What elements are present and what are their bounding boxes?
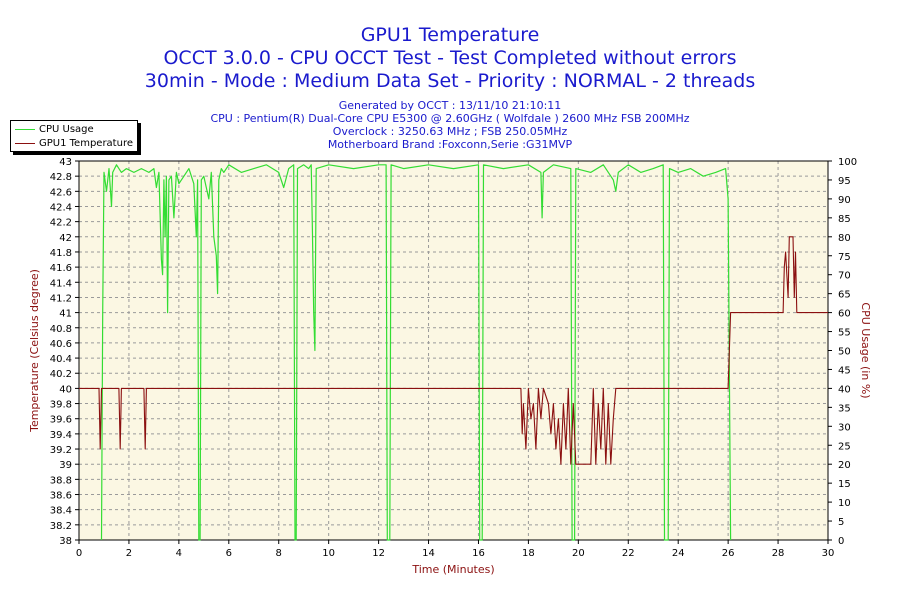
y-left-tick-label: 40.2	[50, 369, 72, 380]
y-right-tick-label: 65	[838, 290, 851, 301]
x-tick-label: 26	[722, 548, 735, 559]
y-left-tick-label: 39.2	[50, 445, 72, 456]
y-right-axis-label: CPU Usage (in %)	[859, 302, 872, 398]
y-right-tick-label: 70	[838, 271, 851, 282]
x-tick-label: 4	[176, 548, 182, 559]
x-tick-label: 8	[276, 548, 282, 559]
y-right-tick-label: 85	[838, 214, 851, 225]
plot-area	[79, 161, 828, 540]
y-right-tick-label: 55	[838, 328, 851, 339]
y-right-tick-label: 60	[838, 309, 851, 320]
x-tick-label: 24	[672, 548, 685, 559]
y-left-tick-label: 40.8	[50, 324, 72, 335]
y-right-tick-label: 45	[838, 365, 851, 376]
series-line-cpu-usage	[100, 164, 732, 541]
x-tick-label: 2	[126, 548, 132, 559]
overclock-info: Overclock : 3250.63 MHz ; FSB 250.05MHz	[332, 125, 568, 138]
y-left-tick-label: 41	[59, 309, 72, 320]
x-tick-label: 0	[76, 548, 82, 559]
y-left-tick-label: 38.4	[50, 506, 72, 517]
x-tick-label: 22	[622, 548, 635, 559]
y-left-tick-label: 39	[59, 460, 72, 471]
y-right-tick-label: 35	[838, 403, 851, 414]
y-right-tick-label: 95	[838, 176, 851, 187]
y-left-tick-label: 42	[59, 233, 72, 244]
y-right-tick-label: 10	[838, 498, 851, 509]
chart-legend: CPU Usage GPU1 Temperature	[10, 120, 138, 152]
x-tick-label: 10	[322, 548, 335, 559]
legend-label-gpu: GPU1 Temperature	[39, 137, 133, 149]
y-left-tick-label: 40.4	[50, 354, 72, 365]
y-left-tick-label: 39.6	[50, 415, 72, 426]
y-left-tick-label: 39.4	[50, 430, 72, 441]
x-tick-label: 20	[572, 548, 585, 559]
y-left-tick-label: 40.6	[50, 339, 72, 350]
y-left-tick-label: 43	[59, 157, 72, 168]
cpu-info: CPU : Pentium(R) Dual-Core CPU E5300 @ 2…	[210, 112, 690, 125]
chart-titles: GPU1 Temperature OCCT 3.0.0 - CPU OCCT T…	[0, 24, 900, 151]
x-tick-label: 12	[372, 548, 385, 559]
y-left-tick-label: 41.4	[50, 278, 72, 289]
y-right-tick-label: 75	[838, 252, 851, 263]
y-right-tick-label: 0	[838, 536, 844, 547]
x-axis-label: Time (Minutes)	[411, 563, 494, 576]
generated-info: Generated by OCCT : 13/11/10 21:10:11	[338, 99, 562, 112]
y-right-tick-label: 100	[838, 157, 857, 168]
legend-item-gpu-temp: GPU1 Temperature	[15, 137, 133, 149]
y-left-tick-label: 38.6	[50, 491, 72, 502]
y-right-tick-label: 20	[838, 460, 851, 471]
x-tick-label: 18	[522, 548, 535, 559]
y-left-tick-label: 38.8	[50, 475, 72, 486]
y-right-tick-label: 30	[838, 422, 851, 433]
y-left-tick-label: 38	[59, 536, 72, 547]
x-tick-label: 16	[472, 548, 485, 559]
legend-swatch-cpu	[15, 128, 35, 130]
y-right-tick-label: 15	[838, 479, 851, 490]
y-left-tick-label: 41.2	[50, 293, 72, 304]
y-right-tick-label: 80	[838, 233, 851, 244]
y-left-tick-label: 38.2	[50, 521, 72, 532]
y-left-tick-label: 41.6	[50, 263, 72, 274]
y-left-tick-label: 42.8	[50, 172, 72, 183]
y-right-tick-label: 5	[838, 517, 844, 528]
chart-title: GPU1 Temperature	[360, 24, 540, 46]
series-line-gpu1-temperature	[79, 236, 828, 465]
legend-swatch-gpu	[15, 142, 35, 144]
x-tick-label: 30	[822, 548, 835, 559]
y-left-tick-label: 42.6	[50, 187, 72, 198]
y-left-axis-label: Temperature (Celsius degree)	[28, 269, 41, 433]
y-left-tick-label: 41.8	[50, 248, 72, 259]
y-right-tick-label: 25	[838, 441, 851, 452]
x-tick-label: 28	[772, 548, 785, 559]
y-right-tick-label: 50	[838, 347, 851, 358]
motherboard-info: Motherboard Brand :Foxconn,Serie :G31MVP	[327, 138, 573, 151]
y-left-tick-label: 42.2	[50, 218, 72, 229]
chart-subtitle-mode: 30min - Mode : Medium Data Set - Priorit…	[144, 70, 756, 92]
y-right-tick-label: 40	[838, 384, 851, 395]
y-left-tick-label: 39.8	[50, 400, 72, 411]
legend-item-cpu-usage: CPU Usage	[15, 123, 94, 135]
y-left-tick-label: 42.4	[50, 202, 72, 213]
chart-subtitle-test: OCCT 3.0.0 - CPU OCCT Test - Test Comple…	[163, 47, 737, 69]
y-left-tick-label: 40	[59, 384, 72, 395]
x-tick-label: 14	[422, 548, 435, 559]
legend-label-cpu: CPU Usage	[39, 123, 94, 135]
y-right-tick-label: 90	[838, 195, 851, 206]
x-tick-label: 6	[226, 548, 232, 559]
